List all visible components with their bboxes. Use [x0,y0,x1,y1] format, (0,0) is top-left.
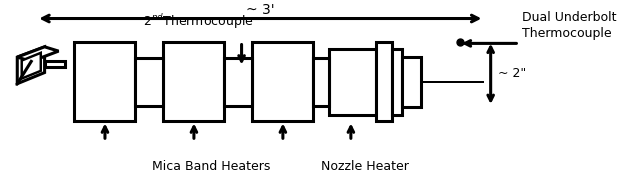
Text: Nozzle Heater: Nozzle Heater [321,160,409,173]
Text: ~ 3': ~ 3' [246,3,275,17]
Text: Mica Band Heaters: Mica Band Heaters [152,160,270,173]
Text: ~ 2": ~ 2" [498,67,527,80]
Text: 2$^{nd}$Thermocouple: 2$^{nd}$Thermocouple [143,13,254,31]
Bar [376,42,392,121]
Bar [329,49,376,115]
Bar [392,49,402,115]
Bar [75,42,135,121]
Bar [402,57,421,107]
Text: Dual Underbolt
Thermocouple: Dual Underbolt Thermocouple [522,11,617,40]
Bar [163,42,224,121]
Bar [312,58,329,106]
Bar [44,61,65,67]
Polygon shape [17,47,59,61]
Bar [224,58,253,106]
Polygon shape [17,47,44,84]
Polygon shape [22,53,41,79]
Bar [253,42,312,121]
Bar [135,58,163,106]
